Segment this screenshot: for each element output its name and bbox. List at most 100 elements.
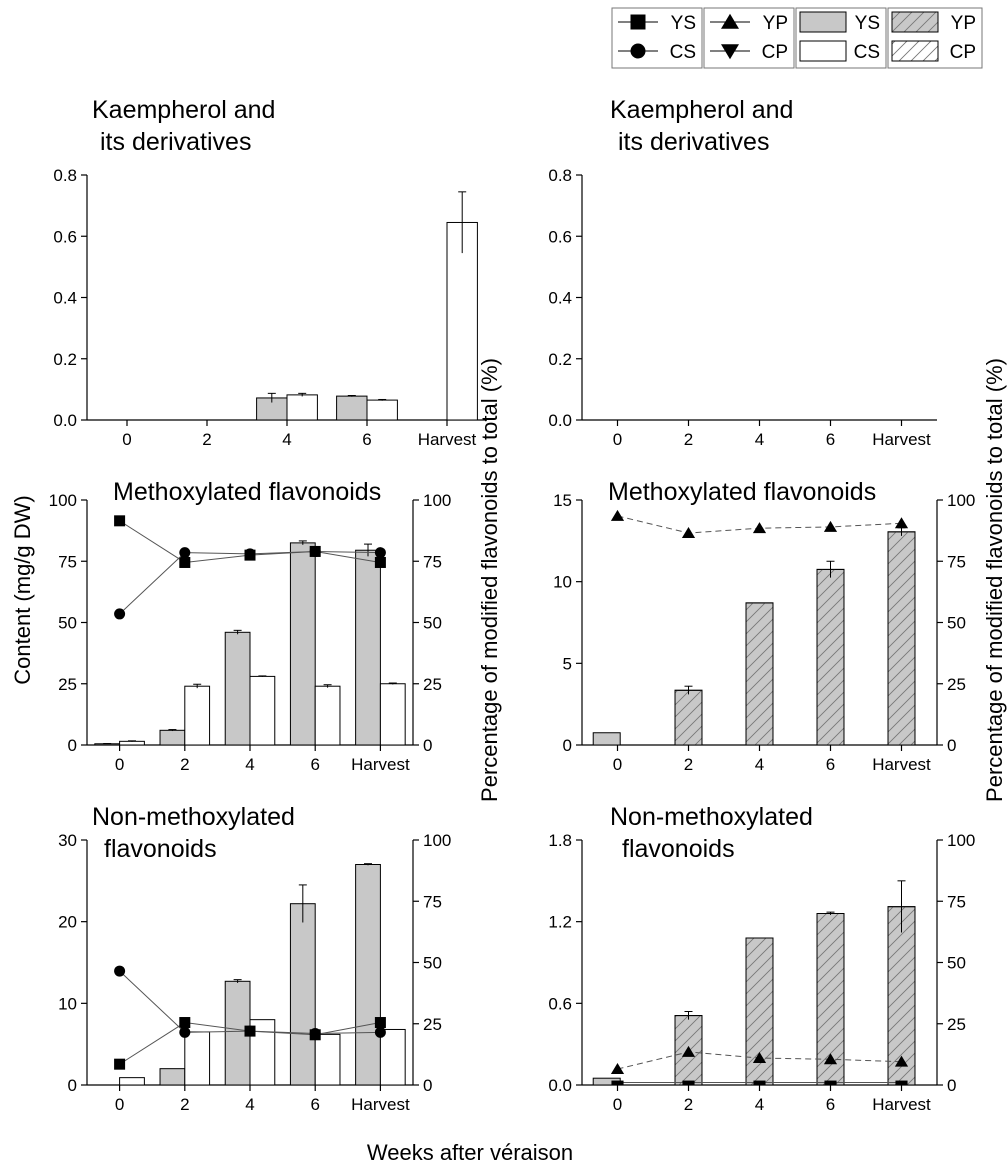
- line-cs: [119, 550, 381, 615]
- y2-tick-label: 0: [423, 1076, 432, 1095]
- y-tick-label: 0: [563, 736, 572, 755]
- x-tick-label: 6: [826, 1095, 835, 1114]
- y-tick-label: 1.2: [548, 913, 572, 932]
- legend-entry-ys-bar: YS: [799, 11, 880, 34]
- legend-bar-swatch: [799, 11, 847, 33]
- x-tick-label: Harvest: [351, 755, 410, 774]
- x-tick-label: 0: [115, 755, 124, 774]
- y-tick-label: 30: [58, 831, 77, 850]
- legend-entry-cs-line: CS: [618, 42, 696, 63]
- x-tick-label: 4: [755, 430, 764, 449]
- y2-tick-label: 0: [423, 736, 432, 755]
- legend-label: YS: [671, 13, 696, 34]
- panel-3: Methoxylated flavonoids 0 25 50 75 100 0 25 50 75…: [49, 478, 452, 774]
- panel-title: its derivatives: [618, 128, 769, 156]
- legend-marker-triangle-down: [721, 44, 739, 60]
- marker-ys: [114, 515, 126, 527]
- marker-cs: [374, 547, 386, 559]
- bar-ys: [159, 1068, 186, 1086]
- panel-2: Kaempherol and its derivatives 0.0 0.2 0.4 0.…: [548, 96, 937, 449]
- left-y-axis-label: Content (mg/g DW): [10, 495, 35, 685]
- y-tick-label: 1.8: [548, 831, 572, 850]
- y-tick-label: 0.8: [53, 166, 77, 185]
- y-tick-label: 20: [58, 913, 77, 932]
- bar-cs: [119, 1077, 145, 1086]
- panel-1: Kaempherol and its derivatives 0.0 0.2 0.4 0.…: [53, 96, 487, 449]
- bar-cs: [184, 1031, 211, 1086]
- y-tick-label: 0.2: [548, 350, 572, 369]
- right-y-axis-label: Percentage of modified flavonoids to tot…: [477, 358, 502, 802]
- bar-cs: [286, 394, 318, 421]
- bar-cs: [366, 399, 398, 421]
- x-tick-label: 4: [755, 755, 764, 774]
- bar-cs: [314, 1033, 341, 1086]
- marker-cp: [611, 1080, 624, 1085]
- panel-title: its derivatives: [100, 128, 251, 156]
- bar-ys: [224, 631, 251, 746]
- y2-tick-label: 0: [947, 1076, 956, 1095]
- x-tick-label: 4: [245, 1095, 254, 1114]
- marker-yp: [752, 1052, 767, 1063]
- marker-cs: [114, 608, 126, 620]
- x-tick-label: 4: [282, 430, 291, 449]
- y2-tick-label: 75: [423, 892, 442, 911]
- marker-cs: [244, 1025, 256, 1037]
- marker-yp: [894, 1055, 909, 1067]
- y-tick-label: 0.0: [548, 411, 572, 430]
- marker-ys: [374, 556, 386, 568]
- panel-title: Non-methoxylated: [92, 803, 295, 831]
- legend-marker-square: [630, 14, 646, 30]
- marker-yp: [894, 517, 909, 529]
- legend-marker-circle: [630, 43, 646, 59]
- x-tick-label: Harvest: [418, 430, 477, 449]
- x-tick-label: 0: [115, 1095, 124, 1114]
- bar-cs: [379, 683, 406, 746]
- y2-tick-label: 75: [947, 552, 966, 571]
- legend-label: YP: [763, 13, 788, 34]
- legend-label: YS: [855, 13, 880, 34]
- y-tick-label: 0: [68, 1076, 77, 1095]
- y2-tick-label: 100: [423, 491, 451, 510]
- marker-ys: [114, 1058, 126, 1070]
- marker-cs: [374, 1026, 386, 1038]
- x-tick-label: 2: [202, 430, 211, 449]
- panel-title: Methoxylated flavonoids: [113, 478, 381, 506]
- marker-yp: [823, 1053, 838, 1065]
- x-tick-label: 6: [310, 1095, 319, 1114]
- y2-tick-label: 50: [947, 954, 966, 973]
- y-tick-label: 10: [553, 573, 572, 592]
- y-tick-label: 0.4: [548, 289, 572, 308]
- bar-ys: [355, 549, 381, 746]
- bar-ys: [289, 542, 316, 746]
- panel-title: flavonoids: [622, 835, 735, 863]
- y-tick-label: 15: [553, 491, 572, 510]
- marker-yp: [681, 1045, 696, 1057]
- panel-title: flavonoids: [104, 835, 217, 863]
- x-tick-label: 2: [684, 1095, 693, 1114]
- legend-box: [611, 7, 703, 69]
- y2-tick-label: 25: [947, 675, 966, 694]
- legend-entry-yp-line: YP: [710, 13, 788, 34]
- marker-cs: [309, 1028, 321, 1040]
- legend-label: CP: [950, 42, 976, 63]
- legend-entry-cs-bar: CS: [799, 40, 880, 63]
- bar-hatch: [745, 602, 774, 746]
- x-tick-label: 0: [122, 430, 131, 449]
- bar-cs: [184, 685, 211, 746]
- panel-4: Methoxylated flavonoids 0 5 10 15 0 25 50 75 100 0…: [553, 478, 975, 774]
- x-tick-label: 2: [180, 1095, 189, 1114]
- legend-marker-triangle-up: [721, 13, 739, 29]
- y-tick-label: 10: [58, 994, 77, 1013]
- marker-cp: [682, 1080, 695, 1085]
- y2-tick-label: 50: [423, 954, 442, 973]
- x-tick-label: Harvest: [872, 430, 931, 449]
- y-tick-label: 0.6: [548, 227, 572, 246]
- bar-cs: [446, 221, 478, 421]
- panel-title: Kaempherol and: [92, 96, 275, 124]
- panel-5: Non-methoxylatedflavonoids01020300255075…: [58, 803, 451, 1114]
- bar-hatch: [887, 531, 916, 746]
- legend-entry-yp-bar: YP: [891, 11, 976, 34]
- bar-hatch: [674, 689, 703, 746]
- x-tick-label: 0: [613, 1095, 622, 1114]
